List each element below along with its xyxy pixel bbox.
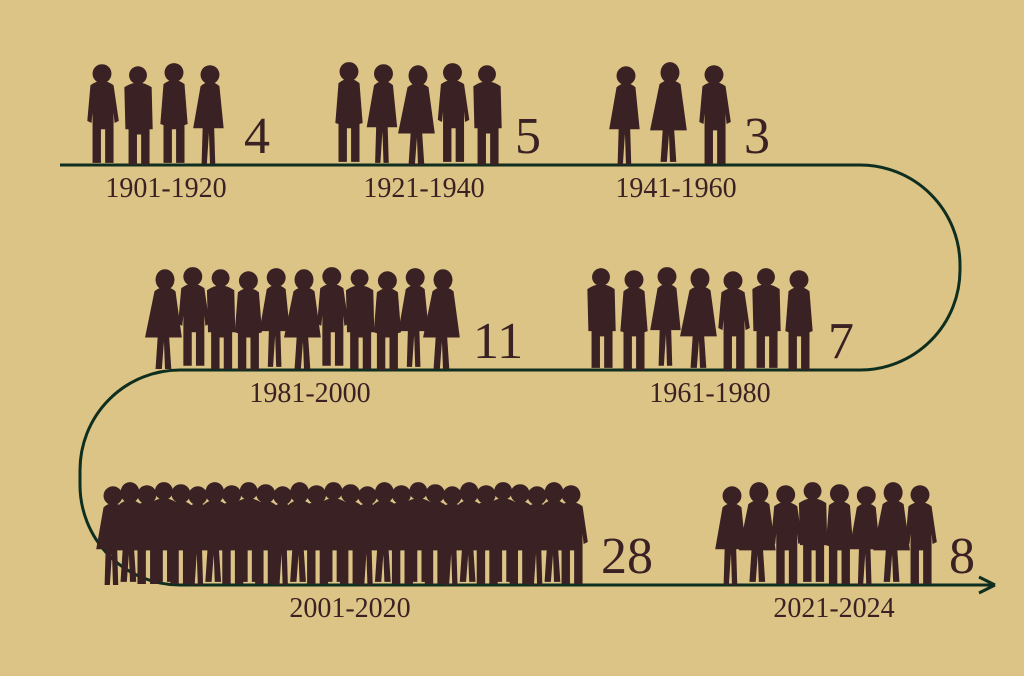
people-silhouettes-icon: [711, 480, 941, 585]
timeline-period-label: 1921-1940: [363, 173, 484, 205]
timeline-count: 3: [744, 107, 770, 166]
people-group: [605, 60, 735, 165]
people-silhouettes-icon: [605, 60, 735, 165]
timeline-count: 8: [949, 527, 975, 586]
people-silhouettes-icon: [92, 480, 592, 585]
timeline-count: 7: [828, 312, 854, 371]
people-silhouettes-icon: [144, 265, 464, 370]
people-silhouettes-icon: [580, 265, 820, 370]
people-group: [92, 480, 592, 585]
people-group: [328, 60, 508, 165]
timeline-count: 4: [244, 107, 270, 166]
people-silhouettes-icon: [81, 60, 231, 165]
timeline-period-label: 1901-1920: [105, 173, 226, 205]
timeline-period-label: 1941-1960: [615, 173, 736, 205]
people-silhouettes-icon: [328, 60, 508, 165]
timeline-period-label: 1981-2000: [249, 378, 370, 410]
timeline-period-label: 2001-2020: [289, 593, 410, 625]
people-group: [144, 265, 464, 370]
timeline-period-label: 1961-1980: [649, 378, 770, 410]
people-group: [81, 60, 231, 165]
people-group: [580, 265, 820, 370]
people-group: [711, 480, 941, 585]
timeline-count: 11: [473, 312, 523, 371]
timeline-count: 28: [601, 527, 653, 586]
timeline-period-label: 2021-2024: [773, 593, 894, 625]
timeline-count: 5: [515, 107, 541, 166]
